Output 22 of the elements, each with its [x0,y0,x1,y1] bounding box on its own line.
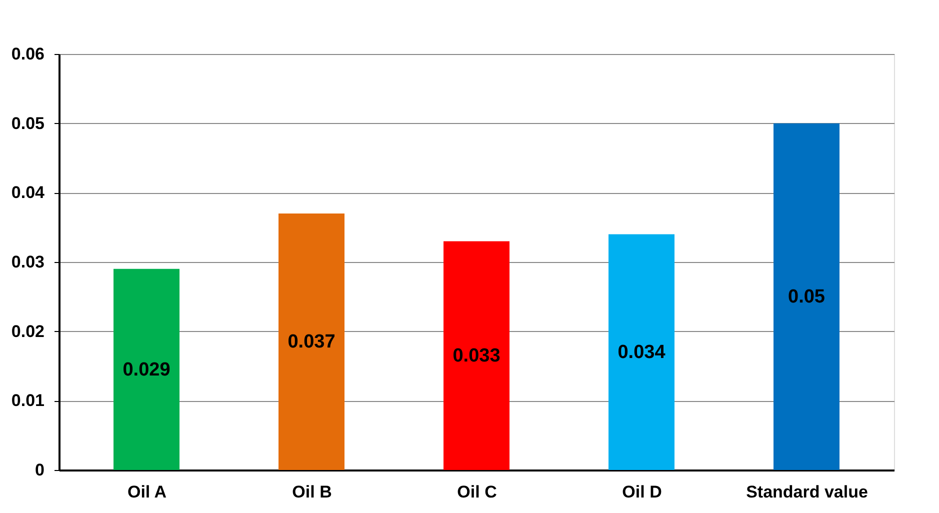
y-tick-label: 0.02 [11,322,44,341]
y-tick-label: 0.03 [11,252,44,272]
y-tick-label: 0.06 [11,44,44,64]
x-tick-label: Oil C [457,482,497,502]
bar [278,213,344,470]
data-label: 0.033 [452,346,500,367]
y-tick-label: 0.01 [11,391,44,410]
data-label: 0.034 [618,342,666,364]
bar [608,234,674,470]
y-tick-label: 0.04 [11,183,46,202]
x-tick-label: Oil D [622,482,662,502]
x-tick-label: Oil A [127,482,167,502]
data-label: 0.029 [122,359,170,380]
y-tick-label: 0 [35,460,44,480]
x-tick-label: Oil B [292,482,332,502]
data-label: 0.037 [288,332,336,353]
y-tick-label: 0.05 [11,114,44,133]
x-tick-label: Standard value [746,482,868,502]
data-label: 0.05 [788,286,826,308]
bar [774,123,840,470]
bar [444,241,510,470]
bar [114,268,180,470]
